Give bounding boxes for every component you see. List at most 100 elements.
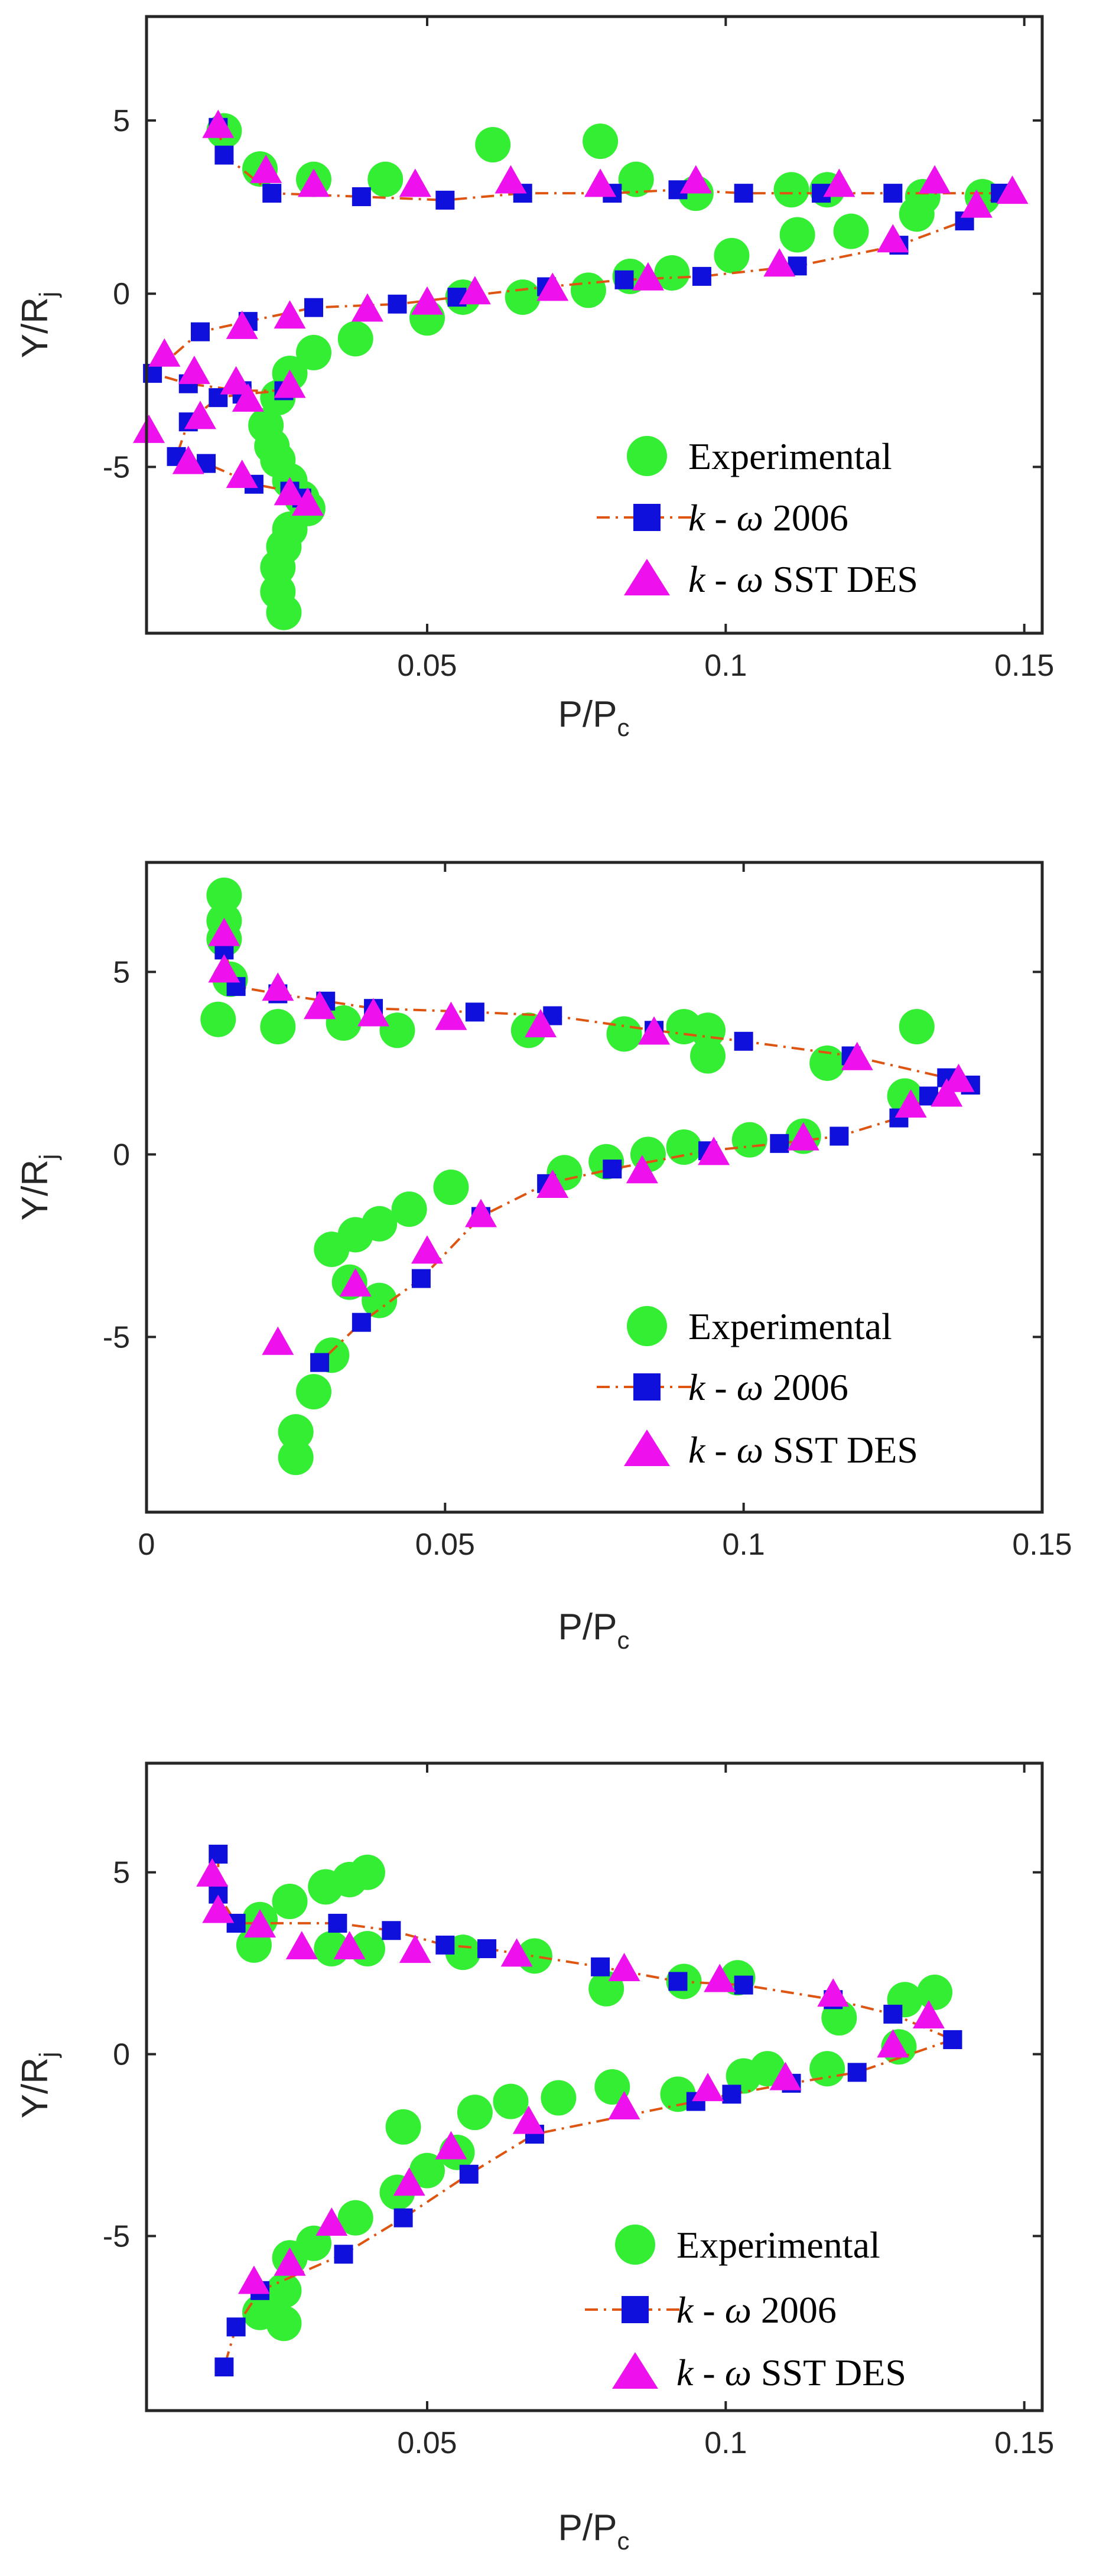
experimental-point [278,1440,314,1476]
experimental-point [200,1001,236,1037]
x-tick-label: 0.1 [704,649,747,683]
x-tick-label: 0.1 [723,1528,765,1562]
sst-des-point [787,1122,819,1151]
legend-kw2006-label: k - ω 2006 [688,1366,848,1408]
experimental-point [654,255,690,291]
experimental-point [899,196,935,232]
experimental-point [457,2095,493,2131]
experimental-point [833,213,869,249]
sst-des-point [238,2265,270,2294]
x-tick-label: 0.05 [415,1528,475,1562]
sst-des-point [931,1078,963,1107]
sst-des-point [841,1041,873,1070]
legend-experimental-marker [615,2225,655,2265]
sst-des-point [458,276,491,305]
legend-experimental-marker [627,436,667,476]
y-tick-label: -5 [103,1320,130,1354]
sst-des-point [584,168,617,197]
experimental-point [295,1374,331,1410]
kw2006-point [603,1160,622,1179]
legend-sst-label: k - ω SST DES [688,1429,918,1471]
sst-des-point [817,1978,850,2007]
panel-1-ticks: 0.05 0.1 0.15 -5 0 5 [103,17,1054,683]
panel-2-axes-box [145,861,1044,1514]
kw2006-point [352,1313,371,1332]
sst-des-point [679,165,712,194]
experimental-point [690,1012,726,1048]
experimental-point [433,1170,469,1205]
panel-2-plot-area [200,877,980,1476]
panel-3-plot-area [196,1844,962,2377]
x-tick-label: 0.05 [397,2426,457,2460]
y-tick-label: 5 [113,955,130,989]
panel-2: 0 0.05 0.1 0.15 -5 0 5 Y/Rj P/Pc Experimental … [15,861,1072,1654]
legend-experimental-marker [627,1306,667,1346]
kw2006-point [334,2245,353,2264]
experimental-point [379,1012,415,1048]
kw2006-point [352,187,371,206]
legend-experimental-label: Experimental [688,435,892,477]
kw2006-point [943,2030,962,2049]
kw2006-point [477,1939,497,1959]
panel-1-legend: Experimental k - ω 2006 k - ω SST DES [597,435,918,600]
experimental-point [337,2200,373,2236]
sst-des-point [297,168,330,197]
legend-sst-marker [612,2352,658,2389]
sst-des-point [184,400,216,429]
sst-des-point [698,1136,730,1165]
x-tick-label: 0.15 [1012,1528,1072,1562]
experimental-point [272,1883,308,1919]
sst-des-point [226,460,258,489]
kw2006-point [734,184,753,203]
panel-2-ticks: 0 0.05 0.1 0.15 -5 0 5 [103,862,1072,1562]
kw2006-point [668,1972,688,1991]
y-tick-label: 0 [113,277,130,311]
sst-des-point [894,1089,927,1118]
experimental-point [690,1038,726,1074]
panel-1: 0.05 0.1 0.15 -5 0 5 Y/Rj P/Pc Experimental k… [15,15,1054,741]
sst-des-point [692,2073,724,2102]
experimental-point [266,594,302,630]
y-tick-label: 0 [113,1138,130,1172]
kw2006-point [214,145,234,165]
sst-des-point [244,1909,276,1938]
kw2006-point [411,1269,431,1288]
experimental-point [541,2080,577,2116]
experimental-point [583,123,619,159]
kw2006-point [847,2063,867,2082]
legend-kw2006-label: k - ω 2006 [688,497,848,539]
experimental-point [391,1191,427,1227]
sst-des-point [274,369,306,398]
sst-des-point [877,224,909,253]
experimental-point [773,172,809,208]
x-tick-label: 0 [138,1528,155,1562]
panel-3-axes-box [145,1761,1044,2412]
sst-des-point [202,109,235,138]
x-tick-label: 0.1 [704,2426,747,2460]
experimental-point [278,1414,314,1450]
x-tick-label: 0.15 [994,2426,1054,2460]
sst-des-point [608,1952,640,1981]
panel-2-x-axis-label: P/Pc [558,1607,630,1654]
sst-des-point [274,2247,306,2276]
panel-3-y-axis-label: Y/Rj [15,2052,62,2119]
kw2006-point [614,270,634,289]
sst-des-point [172,445,204,474]
y-tick-label: 5 [113,1856,130,1890]
sst-des-point [315,2207,348,2236]
experimental-point [295,334,331,370]
sst-des-point [435,1001,467,1030]
experimental-point [917,1974,953,2010]
sst-des-point [399,1935,431,1963]
legend-experimental-label: Experimental [688,1305,892,1347]
experimental-point [505,279,541,315]
sst-des-point [333,1931,366,1960]
sst-des-point [823,168,855,197]
kw2006-point [435,190,455,210]
sst-des-point [763,248,796,277]
sst-des-point [226,310,258,339]
sst-des-point [411,1235,444,1264]
legend-kw2006-label: k - ω 2006 [676,2289,837,2331]
sst-des-point [202,1894,235,1923]
sst-des-point [960,189,993,218]
